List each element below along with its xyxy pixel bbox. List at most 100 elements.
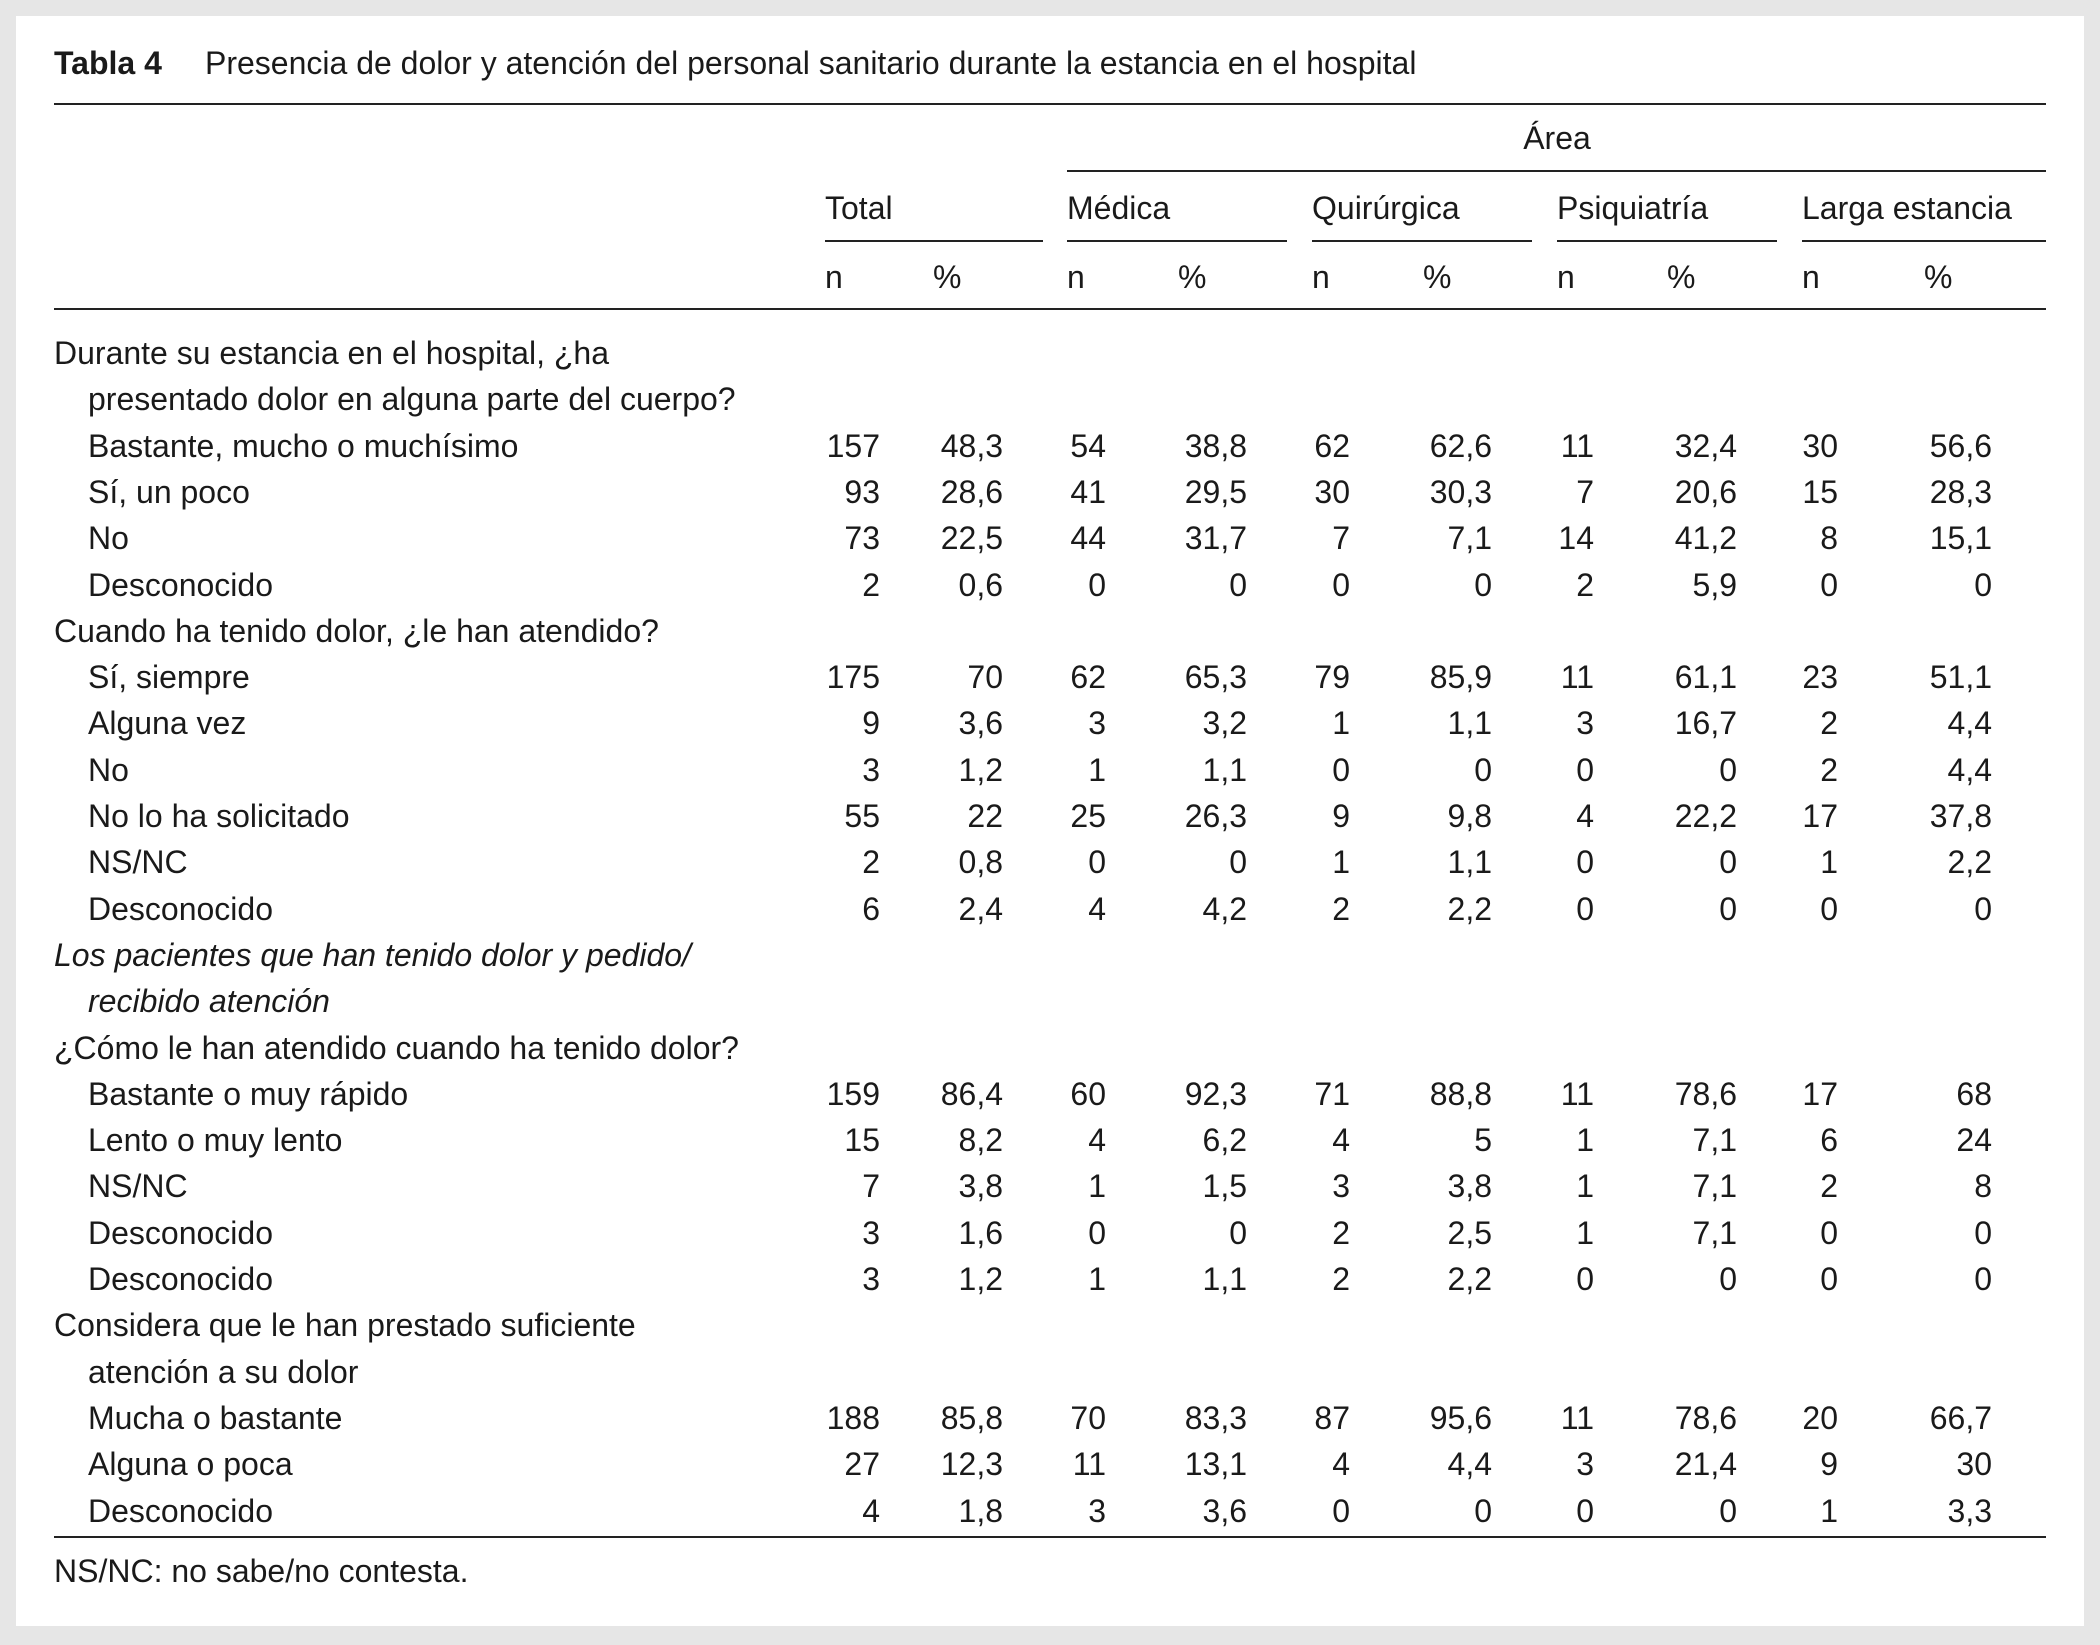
rule [1312,240,1532,242]
pct-cell: 7,1 [1692,1122,1737,1159]
n-cell: 0 [1576,844,1594,881]
n-cell: 14 [1558,520,1594,557]
pct-cell: 28,3 [1929,473,1992,510]
pct-header: % [1178,259,1207,295]
n-cell: 23 [1802,659,1838,696]
pct-cell: 30,3 [1429,473,1492,510]
pct-cell: 7,1 [1447,520,1492,557]
n-cell: 54 [1070,427,1106,464]
group-header: Psiquiatría [1557,190,1709,226]
n-cell: 44 [1070,520,1106,557]
n-cell: 11 [1560,1075,1594,1112]
n-cell: 0 [1576,751,1594,788]
n-cell: 0 [1576,1492,1594,1529]
n-cell: 41 [1070,473,1106,510]
n-cell: 17 [1802,1075,1838,1112]
row-label: Lento o muy lento [88,1122,343,1159]
pct-cell: 1,2 [958,751,1003,788]
n-cell: 4 [862,1492,880,1529]
pct-cell: 2,2 [1447,1261,1492,1297]
n-cell: 0 [1332,566,1350,603]
pct-cell: 0 [1719,844,1737,881]
pct-cell: 78,6 [1674,1075,1737,1112]
group-header: Larga estancia [1802,190,2012,226]
n-cell: 9 [862,705,880,742]
n-cell: 3 [1332,1168,1350,1205]
n-cell: 6 [862,890,880,927]
n-cell: 73 [844,520,880,557]
group-header: Quirúrgica [1312,190,1460,226]
row-label: Desconocido [88,1261,273,1297]
pct-cell: 38,8 [1184,427,1247,464]
n-cell: 3 [1088,705,1106,742]
pct-cell: 48,3 [940,427,1003,464]
pct-cell: 32,4 [1674,427,1737,464]
n-header: n [1802,259,1820,295]
pct-cell: 1,2 [958,1261,1003,1297]
pct-cell: 0 [1719,890,1737,927]
pct-cell: 51,1 [1929,659,1992,696]
n-cell: 0 [1332,1492,1350,1529]
pct-cell: 16,7 [1674,705,1737,742]
n-cell: 3 [862,1261,880,1297]
rule [54,1536,2046,1538]
n-cell: 3 [862,751,880,788]
pct-cell: 4,2 [1202,890,1247,927]
section-heading: Cuando ha tenido dolor, ¿le han atendido… [54,612,659,649]
pct-cell: 7,1 [1692,1214,1737,1251]
pct-cell: 0 [1719,1261,1737,1297]
rule [54,308,2046,310]
pct-cell: 4,4 [1447,1446,1492,1483]
pct-cell: 9,8 [1447,798,1492,834]
n-cell: 0 [1088,566,1106,603]
section-heading: Considera que le han prestado suficiente [54,1307,636,1344]
pct-cell: 28,6 [940,473,1003,510]
n-cell: 1 [1088,1168,1106,1205]
rule [1557,240,1777,242]
n-cell: 27 [844,1446,880,1483]
n-cell: 1 [1820,844,1838,881]
n-cell: 2 [1332,1214,1350,1251]
pct-cell: 92,3 [1184,1075,1247,1112]
pct-cell: 5 [1474,1122,1492,1159]
pct-cell: 0 [1229,566,1247,603]
pct-header: % [1667,259,1696,295]
pct-cell: 2,2 [1947,844,1992,881]
pct-cell: 26,3 [1184,798,1247,834]
section-heading: Durante su estancia en el hospital, ¿ha [54,335,609,371]
footnote: NS/NC: no sabe/no contesta. [54,1553,469,1589]
n-cell: 175 [826,659,880,696]
row-label: No [88,520,129,557]
n-cell: 6 [1820,1122,1838,1159]
pct-cell: 95,6 [1429,1399,1492,1436]
pct-cell: 0 [1974,566,1992,603]
pct-cell: 2,5 [1447,1214,1492,1251]
n-cell: 0 [1820,890,1838,927]
n-cell: 0 [1088,844,1106,881]
pct-cell: 1,1 [1202,1261,1247,1297]
pct-cell: 13,1 [1184,1446,1247,1483]
pct-cell: 88,8 [1429,1075,1492,1112]
row-label: Alguna o poca [88,1446,293,1483]
n-cell: 2 [862,844,880,881]
pct-header: % [933,259,962,295]
pct-cell: 6,2 [1202,1122,1247,1159]
pct-cell: 24 [1956,1122,1992,1159]
n-cell: 8 [1820,520,1838,557]
pct-cell: 15,1 [1929,520,1992,557]
n-cell: 25 [1070,798,1106,834]
n-cell: 2 [862,566,880,603]
table-panel: Tabla 4 Presencia de dolor y atención del… [16,16,2084,1626]
pct-cell: 61,1 [1674,659,1737,696]
n-cell: 4 [1088,1122,1106,1159]
pct-cell: 78,6 [1674,1399,1737,1436]
pct-cell: 0 [1974,1214,1992,1251]
n-cell: 7 [1576,473,1594,510]
n-cell: 11 [1072,1446,1106,1483]
group-header: Médica [1067,190,1171,226]
row-label: Desconocido [88,890,273,927]
n-cell: 1 [1576,1122,1594,1159]
n-cell: 1 [1332,705,1350,742]
pct-cell: 0 [1474,751,1492,788]
n-cell: 2 [1332,890,1350,927]
